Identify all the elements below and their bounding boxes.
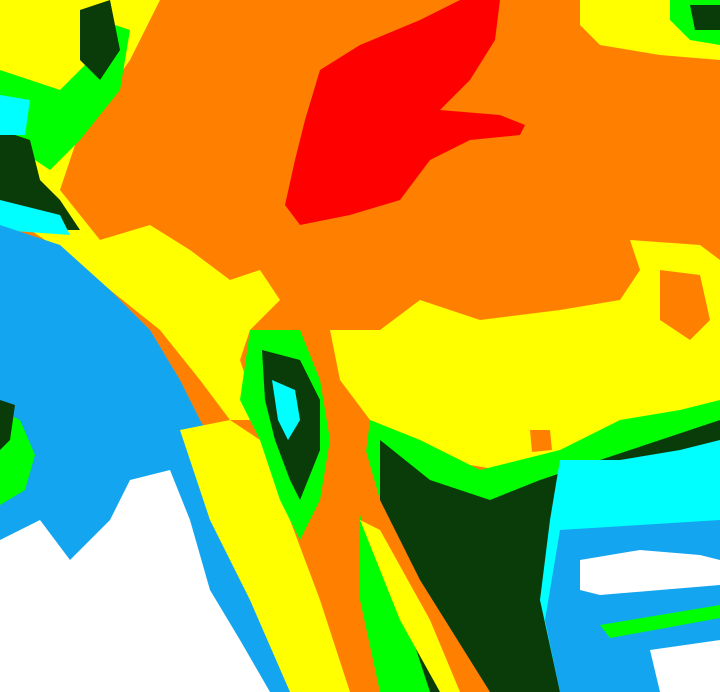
orange-class-diagonal-streak bbox=[335, 420, 490, 692]
yellow-class-diagonal-edge bbox=[360, 520, 460, 692]
green-class-lower-right-streak bbox=[600, 605, 720, 638]
yellow-class-central-band bbox=[180, 420, 350, 692]
cyan-class-upper-left bbox=[0, 95, 70, 235]
darkgreen-class-upper-right bbox=[690, 5, 720, 30]
darkgreen-class-left-edge bbox=[0, 400, 15, 450]
yellow-class-right-middle bbox=[330, 240, 720, 470]
orange-class-right-inset bbox=[530, 270, 710, 452]
red-class-core bbox=[285, 0, 525, 225]
white-class-lower-right bbox=[580, 550, 720, 692]
white-class-left bbox=[0, 470, 270, 692]
darkgreen-class-upper-left bbox=[0, 0, 120, 230]
cyan-class-central-band bbox=[272, 380, 300, 440]
